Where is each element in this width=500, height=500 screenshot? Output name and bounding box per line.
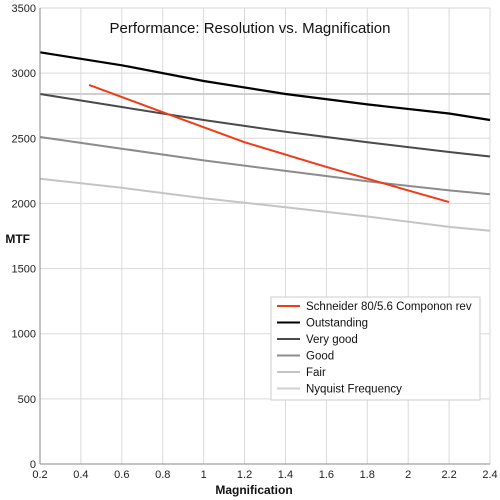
x-tick-label: 2.4	[482, 469, 497, 481]
x-tick-label: 0.2	[32, 469, 47, 481]
x-tick-label: 2	[405, 469, 411, 481]
y-tick-label: 3000	[12, 68, 36, 80]
x-tick-label: 1.8	[360, 469, 375, 481]
y-tick-label: 2500	[12, 133, 36, 145]
series-line-outstanding	[39, 51, 491, 122]
x-tick-label: 0.8	[155, 469, 170, 481]
legend-items: Schneider 80/5.6 Componon rev Outstanding…	[277, 301, 472, 396]
y-tick-label: 3500	[12, 3, 36, 15]
axes	[39, 8, 490, 465]
x-tick-label: 0.4	[73, 469, 88, 481]
y-tick-label: 2000	[12, 198, 36, 210]
series-line-very-good	[39, 93, 491, 158]
x-tick-label: 1.2	[237, 469, 252, 481]
legend-box	[270, 296, 481, 401]
x-tick-label: 0.6	[114, 469, 129, 481]
y-axis-title: MTF	[5, 232, 30, 246]
legend-label: Schneider 80/5.6 Componon rev	[306, 301, 472, 313]
series-line-good	[39, 136, 491, 196]
legend-label: Good	[306, 351, 334, 363]
x-tick-label: 1.4	[278, 469, 293, 481]
y-tick-label: 0	[30, 459, 36, 471]
legend-label: Nyquist Frequency	[306, 384, 402, 396]
x-tick-label: 1.6	[319, 469, 334, 481]
tick-labels: 0.2 0.4 0.6 0.8 1 1.2 1.4 1.6 1.8 2 2.2 2.4 0 500 1000…	[12, 3, 498, 481]
legend-label: Outstanding	[306, 318, 368, 330]
chart-title: Performance: Resolution vs. Magnificatio…	[110, 20, 391, 37]
y-tick-label: 1500	[12, 264, 36, 276]
y-tick-label: 1000	[12, 329, 36, 341]
series-line-fair	[39, 177, 491, 232]
legend-label: Fair	[306, 367, 326, 379]
x-tick-label: 1	[201, 469, 207, 481]
x-tick-label: 2.2	[441, 469, 456, 481]
legend: Schneider 80/5.6 Componon rev Outstanding…	[270, 296, 481, 401]
y-tick-label: 500	[18, 394, 36, 406]
legend-label: Very good	[306, 334, 358, 346]
series-line-schneider-80-5-6-componon-rev	[88, 83, 450, 204]
x-axis-title: Magnification	[215, 483, 292, 497]
series-lines	[39, 51, 491, 232]
